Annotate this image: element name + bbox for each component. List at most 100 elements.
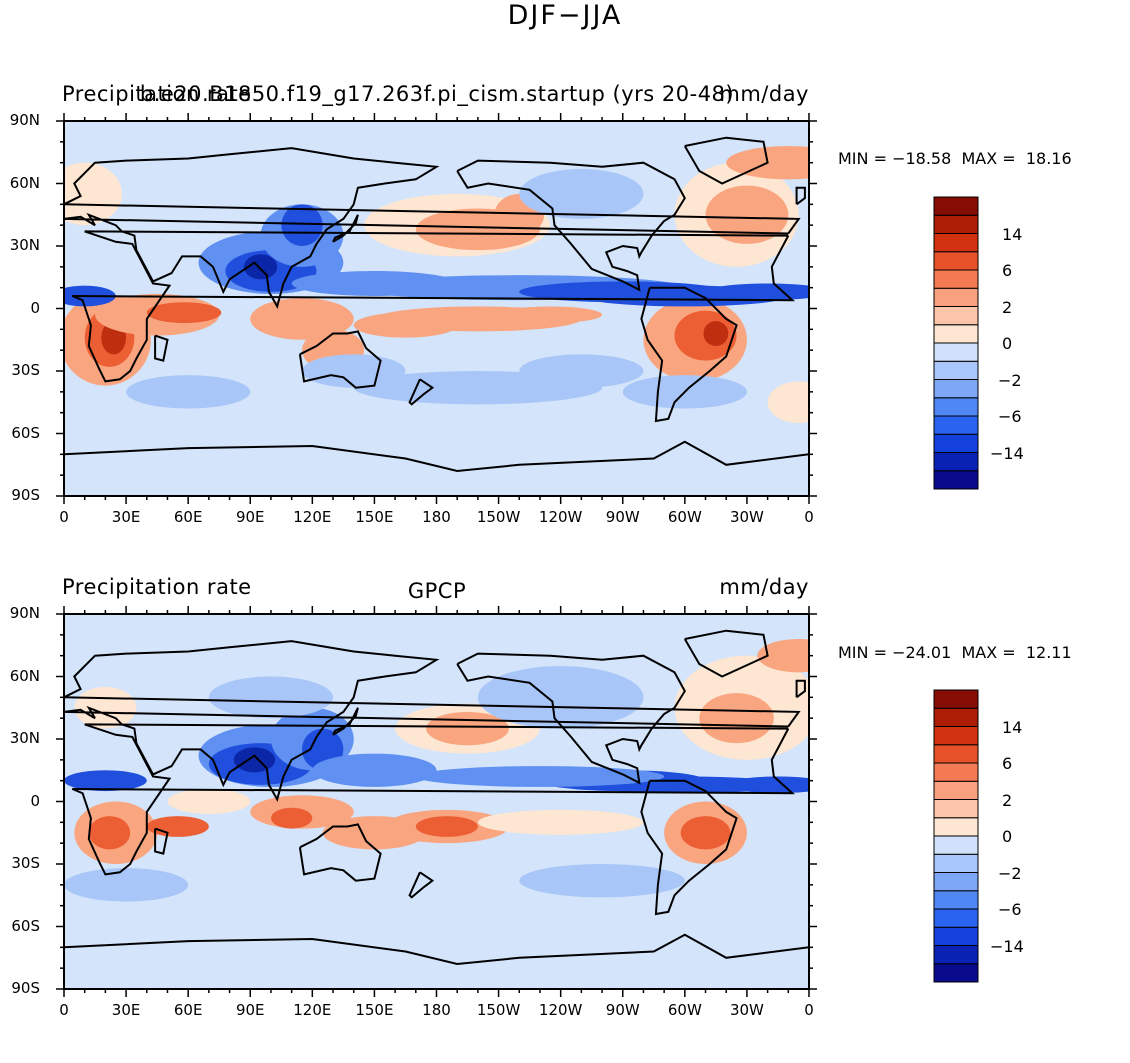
precip-anomaly-region bbox=[519, 864, 685, 898]
x-tick-label: 60E bbox=[173, 1001, 203, 1019]
y-tick-label: 60N bbox=[9, 666, 40, 685]
x-tick-label: 180 bbox=[422, 1001, 451, 1019]
x-tick-label: 150W bbox=[476, 508, 521, 526]
precip-field bbox=[64, 121, 809, 496]
colorbar-swatch bbox=[933, 324, 979, 344]
units-label: mm/day bbox=[719, 82, 809, 106]
coastlines bbox=[64, 629, 809, 966]
coastline bbox=[332, 707, 359, 736]
case-label: GPCP bbox=[407, 579, 467, 603]
coastline bbox=[64, 440, 809, 473]
colorbar-swatch bbox=[933, 233, 979, 253]
y-tick-label: 60S bbox=[11, 423, 40, 442]
colorbar-swatch bbox=[933, 890, 979, 910]
colorbar-swatch bbox=[933, 287, 979, 307]
x-tick-label: 180 bbox=[422, 508, 451, 526]
colorbar-swatch bbox=[933, 433, 979, 453]
colorbar-label: 0 bbox=[1002, 827, 1013, 846]
colorbar-label: 6 bbox=[1002, 754, 1013, 773]
x-tick-label: 30E bbox=[111, 1001, 141, 1019]
colorbar-label: −6 bbox=[998, 900, 1022, 919]
x-tick-label: 150W bbox=[476, 1001, 521, 1019]
precip-anomaly-region bbox=[699, 693, 774, 744]
precip-anomaly-region bbox=[88, 816, 131, 850]
coastline bbox=[456, 159, 686, 292]
x-tick-label: 150E bbox=[355, 1001, 394, 1019]
page-title: DJF−JJA bbox=[507, 0, 623, 31]
axis-ticks bbox=[56, 113, 817, 504]
colorbar-label: −14 bbox=[990, 443, 1024, 463]
x-tick-label: 90E bbox=[235, 508, 265, 526]
units-label: mm/day bbox=[719, 575, 809, 599]
x-tick-label: 90E bbox=[235, 1001, 265, 1019]
x-tick-label: 60W bbox=[667, 508, 702, 526]
colorbar-swatch bbox=[933, 452, 979, 472]
precip-anomaly-region bbox=[244, 254, 278, 280]
coastline bbox=[795, 186, 806, 206]
colorbar-swatch bbox=[933, 780, 979, 800]
y-tick-label: 30S bbox=[11, 854, 40, 872]
colorbar-swatch bbox=[933, 470, 979, 490]
coastline bbox=[64, 640, 801, 803]
precip-anomaly-region bbox=[726, 146, 809, 180]
x-tick-label: 120W bbox=[538, 508, 583, 526]
x-tick-label: 0 bbox=[59, 508, 69, 526]
y-tick-label: 30N bbox=[9, 236, 40, 254]
x-tick-label: 30W bbox=[729, 1001, 764, 1019]
x-tick-label: 90W bbox=[605, 508, 640, 526]
y-tick-label: 0 bbox=[30, 298, 40, 317]
coastline bbox=[64, 933, 809, 966]
colorbar-label: 14 bbox=[1002, 224, 1023, 244]
colorbar-label: −2 bbox=[998, 863, 1022, 883]
precip-anomaly-region bbox=[301, 354, 406, 388]
x-tick-label: 150E bbox=[355, 508, 394, 526]
y-tick-label: 0 bbox=[30, 791, 40, 810]
colorbar-label: 2 bbox=[1002, 790, 1013, 810]
axis-ticks bbox=[56, 606, 817, 997]
case-label: b.e20.B1850.f19_g17.263f.pi_cism.startup… bbox=[139, 82, 735, 106]
coastline bbox=[640, 779, 738, 916]
colorbar-swatch bbox=[933, 817, 979, 837]
model-panel: Precipitation rate b.e20.B1850.f19_g17.2… bbox=[0, 70, 1130, 570]
colorbar-swatch bbox=[933, 945, 979, 965]
colorbar-label: 2 bbox=[1002, 297, 1013, 317]
coastline bbox=[408, 871, 435, 899]
colorbar-swatch bbox=[933, 853, 979, 873]
colorbar-swatch bbox=[933, 360, 979, 380]
colorbar-swatch bbox=[933, 926, 979, 946]
colorbar-swatch bbox=[933, 835, 979, 855]
y-tick-label: 30N bbox=[9, 729, 40, 747]
colorbar-swatch bbox=[933, 707, 979, 727]
colorbar bbox=[933, 689, 979, 983]
precip-anomaly-region bbox=[705, 283, 809, 301]
colorbar-swatch bbox=[933, 872, 979, 892]
precip-anomaly-region bbox=[281, 204, 323, 247]
precip-anomaly-region bbox=[270, 807, 313, 829]
coastline bbox=[795, 679, 806, 699]
colorbar-swatch bbox=[933, 744, 979, 764]
precip-anomaly-region bbox=[74, 686, 137, 729]
colorbar-swatch bbox=[933, 397, 979, 417]
precip-anomaly-region bbox=[126, 375, 251, 409]
precip-anomaly-region bbox=[767, 381, 809, 424]
precip-anomaly-region bbox=[498, 306, 603, 324]
y-tick-label: 90N bbox=[9, 111, 40, 129]
colorbar-label: −14 bbox=[990, 936, 1024, 956]
precip-anomaly-region bbox=[477, 809, 644, 835]
precip-contours bbox=[64, 146, 809, 424]
precip-anomaly-region bbox=[167, 789, 251, 814]
precip-anomaly-region bbox=[233, 747, 276, 773]
coastline bbox=[456, 652, 686, 785]
colorbar bbox=[933, 196, 979, 490]
coastline bbox=[154, 827, 169, 855]
colorbar-swatch bbox=[933, 689, 979, 709]
x-tick-label: 0 bbox=[804, 1001, 814, 1019]
coastline bbox=[640, 286, 738, 423]
colorbar-label: 0 bbox=[1002, 334, 1013, 353]
colorbar-swatch bbox=[933, 415, 979, 435]
y-tick-label: 90S bbox=[11, 486, 40, 504]
coastlines bbox=[64, 136, 809, 473]
y-tick-label: 60N bbox=[9, 173, 40, 192]
x-tick-label: 120W bbox=[538, 1001, 583, 1019]
colorbar-label: 6 bbox=[1002, 261, 1013, 280]
